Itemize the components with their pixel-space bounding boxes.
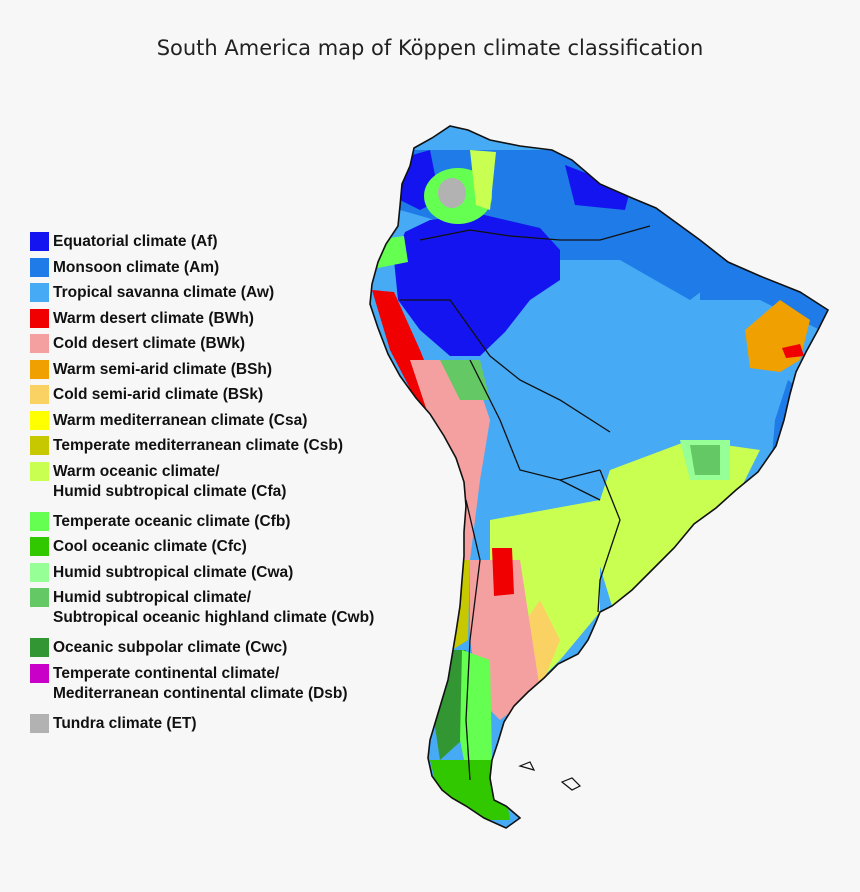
legend-label: Temperate oceanic climate (Cfb) bbox=[53, 512, 290, 532]
legend-swatch bbox=[30, 588, 49, 607]
legend-swatch bbox=[30, 232, 49, 251]
legend-label-line: Tropical savanna climate (Aw) bbox=[53, 284, 275, 301]
legend-item: Tropical savanna climate (Aw) bbox=[30, 283, 274, 303]
legend-swatch bbox=[30, 663, 49, 683]
legend-label-line: Temperate continental climate/ bbox=[53, 664, 280, 682]
legend-swatch bbox=[30, 334, 49, 353]
legend-label-line: Equatorial climate (Af) bbox=[53, 233, 218, 250]
legend-item: Equatorial climate (Af) bbox=[30, 232, 218, 252]
legend-item: Humid subtropical climate/Subtropical oc… bbox=[30, 588, 374, 628]
legend-item: Warm oceanic climate/Humid subtropical c… bbox=[30, 461, 286, 502]
legend-item: Cold desert climate (BWk) bbox=[30, 334, 245, 354]
legend-swatch bbox=[30, 308, 49, 328]
legend-label-line: Temperate mediterranean climate (Csb) bbox=[53, 437, 344, 454]
legend-label: Cold semi-arid climate (BSk) bbox=[53, 385, 263, 405]
legend-label: Warm oceanic climate/Humid subtropical c… bbox=[53, 462, 286, 502]
legend-item: Warm mediterranean climate (Csa) bbox=[30, 410, 307, 431]
legend-label: Oceanic subpolar climate (Cwc) bbox=[53, 638, 287, 658]
legend-swatch bbox=[30, 257, 49, 277]
legend-label: Monsoon climate (Am) bbox=[53, 258, 219, 278]
legend-label-line: Monsoon climate (Am) bbox=[53, 258, 220, 276]
legend-label-line: Cool oceanic climate (Cfc) bbox=[53, 538, 247, 555]
legend-swatch bbox=[30, 511, 49, 531]
legend-label-line: Tundra climate (ET) bbox=[53, 714, 197, 732]
legend-item: Monsoon climate (Am) bbox=[30, 257, 219, 278]
legend-label-line: Warm semi-arid climate (BSh) bbox=[53, 360, 273, 378]
map-title: South America map of Köppen climate clas… bbox=[156, 36, 704, 60]
legend-swatch bbox=[30, 713, 49, 733]
legend-label-line: Oceanic subpolar climate (Cwc) bbox=[53, 639, 288, 656]
legend-label: Equatorial climate (Af) bbox=[53, 232, 218, 252]
legend-item: Cold semi-arid climate (BSk) bbox=[30, 385, 263, 405]
legend-label-line: Warm mediterranean climate (Csa) bbox=[53, 411, 308, 429]
legend-label: Temperate continental climate/Mediterran… bbox=[53, 664, 348, 704]
legend-item: Temperate oceanic climate (Cfb) bbox=[30, 511, 290, 532]
legend-label-line: Temperate oceanic climate (Cfb) bbox=[53, 512, 291, 530]
legend-swatch bbox=[30, 436, 49, 455]
legend-label: Humid subtropical climate (Cwa) bbox=[53, 563, 293, 583]
legend-swatch bbox=[30, 537, 49, 556]
legend-swatch bbox=[30, 638, 49, 657]
legend-label-line: Humid subtropical climate/ bbox=[53, 589, 252, 606]
legend-label: Tundra climate (ET) bbox=[53, 714, 197, 734]
legend-label-line: Warm oceanic climate/ bbox=[53, 462, 220, 480]
legend-label: Cool oceanic climate (Cfc) bbox=[53, 537, 247, 557]
legend-item: Cool oceanic climate (Cfc) bbox=[30, 537, 247, 557]
legend-item: Tundra climate (ET) bbox=[30, 713, 197, 734]
legend-item: Oceanic subpolar climate (Cwc) bbox=[30, 638, 287, 658]
legend-swatch bbox=[30, 461, 49, 481]
legend-label: Warm mediterranean climate (Csa) bbox=[53, 411, 307, 431]
legend-label: Humid subtropical climate/Subtropical oc… bbox=[53, 588, 374, 628]
legend-item: Temperate continental climate/Mediterran… bbox=[30, 663, 348, 704]
legend-label: Warm semi-arid climate (BSh) bbox=[53, 360, 272, 380]
legend-label: Warm desert climate (BWh) bbox=[53, 309, 254, 329]
legend-label: Temperate mediterranean climate (Csb) bbox=[53, 436, 343, 456]
legend-swatch bbox=[30, 359, 49, 379]
legend-label-line: Humid subtropical climate (Cfa) bbox=[53, 482, 287, 500]
legend-label-line: Warm desert climate (BWh) bbox=[53, 309, 254, 327]
legend-item: Warm desert climate (BWh) bbox=[30, 308, 254, 329]
legend-label-line: Humid subtropical climate (Cwa) bbox=[53, 563, 294, 581]
legend-label: Cold desert climate (BWk) bbox=[53, 334, 245, 354]
legend-label-line: Cold desert climate (BWk) bbox=[53, 335, 246, 352]
legend-item: Warm semi-arid climate (BSh) bbox=[30, 359, 272, 380]
legend-item: Humid subtropical climate (Cwa) bbox=[30, 562, 293, 583]
legend-swatch bbox=[30, 283, 49, 302]
legend-label-line: Cold semi-arid climate (BSk) bbox=[53, 386, 264, 403]
legend-label-line: Subtropical oceanic highland climate (Cw… bbox=[53, 609, 375, 626]
legend-swatch bbox=[30, 385, 49, 404]
legend-label: Tropical savanna climate (Aw) bbox=[53, 283, 274, 303]
legend-item: Temperate mediterranean climate (Csb) bbox=[30, 436, 343, 456]
legend-swatch bbox=[30, 410, 49, 430]
legend-label-line: Mediterranean continental climate (Dsb) bbox=[53, 684, 348, 702]
legend-swatch bbox=[30, 562, 49, 582]
